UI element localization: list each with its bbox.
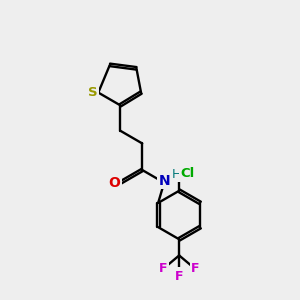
Text: O: O — [109, 176, 120, 190]
Text: F: F — [175, 270, 183, 283]
Text: F: F — [191, 262, 199, 275]
Text: N: N — [159, 174, 170, 188]
Text: H: H — [172, 168, 182, 181]
Text: Cl: Cl — [180, 167, 194, 180]
Text: F: F — [159, 262, 167, 275]
Text: S: S — [88, 86, 97, 99]
